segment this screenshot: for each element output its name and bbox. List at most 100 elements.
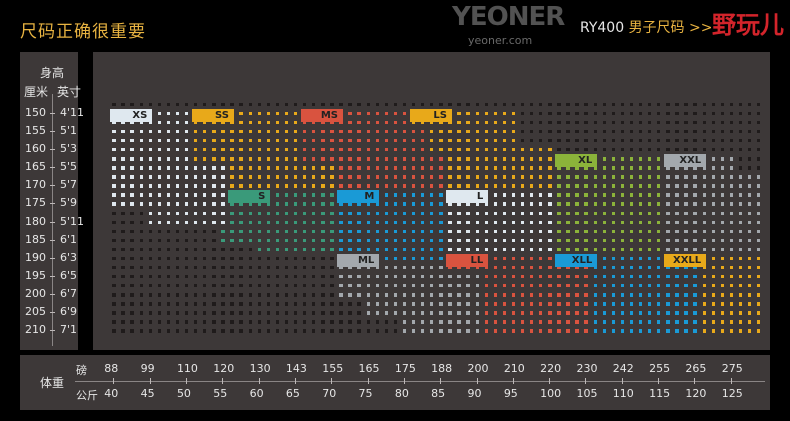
dot-cell-s bbox=[321, 229, 325, 234]
dot-cell-xll bbox=[602, 302, 606, 306]
dot-cell-empty bbox=[212, 247, 216, 252]
weight-lb-label: 143 bbox=[285, 362, 307, 375]
dot-cell-ms bbox=[375, 166, 379, 170]
dot-cell-ml bbox=[448, 284, 452, 288]
dot-cell-ss bbox=[275, 148, 280, 152]
dot-cell-xs bbox=[112, 202, 116, 206]
dot-cell-empty bbox=[139, 256, 143, 261]
height-tick bbox=[50, 167, 55, 169]
dot-cell-ls bbox=[439, 138, 443, 143]
dot-cell-empty bbox=[357, 329, 361, 333]
dot-cell-ll bbox=[493, 265, 498, 270]
dot-cell-ml bbox=[466, 329, 470, 333]
dot-cell-m bbox=[348, 238, 352, 243]
dot-cell-ll bbox=[502, 293, 507, 297]
dot-cell-empty bbox=[729, 111, 734, 116]
dot-cell-xs bbox=[157, 157, 162, 161]
dot-cell-ms bbox=[366, 120, 370, 125]
dot-cell-empty bbox=[548, 102, 552, 107]
dot-cell-s bbox=[293, 247, 298, 252]
dot-cell-xxl bbox=[711, 175, 715, 179]
dot-cell-empty bbox=[121, 320, 125, 324]
dot-cell-empty bbox=[747, 129, 752, 134]
dot-cell-empty bbox=[348, 302, 352, 306]
dot-cell-ll bbox=[484, 320, 488, 324]
dot-cell-ml bbox=[430, 275, 434, 279]
dot-cell-empty bbox=[212, 275, 216, 279]
dot-cell-empty bbox=[248, 302, 252, 306]
size-label-xll: XLL bbox=[555, 253, 598, 267]
dot-cell-s bbox=[230, 229, 234, 234]
dot-cell-ls bbox=[466, 157, 470, 161]
dot-cell-empty bbox=[602, 102, 606, 107]
dot-cell-m bbox=[393, 193, 398, 197]
dot-cell-xs bbox=[184, 211, 189, 215]
dot-cell-empty bbox=[139, 102, 143, 107]
dot-cell-empty bbox=[684, 111, 688, 116]
dot-cell-ll bbox=[493, 302, 498, 306]
dot-cell-m bbox=[348, 247, 352, 252]
dot-cell-ll bbox=[529, 311, 534, 315]
dot-cell-xll bbox=[675, 320, 679, 324]
height-cm-label: 200 bbox=[25, 287, 46, 301]
dot-cell-ml bbox=[384, 302, 389, 306]
dot-cell-xs bbox=[112, 175, 116, 179]
weight-kg-label: 70 bbox=[322, 387, 337, 400]
dot-cell-l bbox=[548, 229, 552, 234]
dot-cell-l bbox=[484, 238, 488, 243]
dot-cell-empty bbox=[175, 293, 180, 297]
dot-cell-empty bbox=[330, 256, 334, 261]
dot-cell-ms bbox=[357, 148, 361, 152]
dot-cell-ss bbox=[330, 166, 334, 170]
dot-cell-xl bbox=[638, 238, 643, 243]
dot-cell-empty bbox=[239, 302, 243, 306]
dot-cell-l bbox=[502, 229, 507, 234]
dot-cell-empty bbox=[175, 102, 180, 107]
dot-cell-empty bbox=[620, 148, 625, 152]
weight-tick bbox=[185, 378, 187, 384]
dot-cell-ss bbox=[321, 166, 325, 170]
dot-cell-empty bbox=[130, 275, 134, 279]
dot-cell-empty bbox=[230, 247, 234, 252]
size-label-ms: MS bbox=[300, 108, 343, 122]
dot-cell-empty bbox=[184, 320, 189, 324]
weight-tick bbox=[549, 378, 551, 384]
dot-cell-empty bbox=[693, 148, 697, 152]
dot-cell-xl bbox=[620, 157, 625, 161]
dot-cell-s bbox=[312, 211, 316, 215]
dot-cell-s bbox=[239, 220, 243, 224]
dot-cell-xxl bbox=[693, 247, 697, 252]
dot-cell-ll bbox=[539, 275, 543, 279]
dot-cell-empty bbox=[593, 129, 597, 134]
dot-cell-empty bbox=[302, 302, 307, 306]
dot-cell-empty bbox=[184, 265, 189, 270]
dot-cell-ml bbox=[339, 275, 343, 279]
dot-cell-xs bbox=[166, 157, 171, 161]
dot-cell-xl bbox=[557, 238, 561, 243]
dot-cell-xl bbox=[620, 238, 625, 243]
dot-cell-ll bbox=[529, 265, 534, 270]
dot-cell-xll bbox=[629, 311, 634, 315]
height-tick bbox=[50, 257, 55, 259]
dot-cell-empty bbox=[148, 329, 152, 333]
dot-cell-empty bbox=[548, 111, 552, 116]
dot-cell-ml bbox=[439, 302, 443, 306]
dot-cell-xll bbox=[675, 311, 679, 315]
dot-cell-empty bbox=[184, 284, 189, 288]
dot-cell-empty bbox=[203, 302, 207, 306]
height-inch-label: 6'3 bbox=[60, 250, 78, 264]
dot-cell-ll bbox=[529, 275, 534, 279]
dot-cell-l bbox=[539, 229, 543, 234]
dot-cell-ss bbox=[284, 111, 289, 116]
dot-cell-xs bbox=[166, 148, 171, 152]
dot-cell-l bbox=[520, 211, 525, 215]
dot-cell-ls bbox=[502, 166, 507, 170]
dot-cell-ml bbox=[348, 284, 352, 288]
dot-cell-ls bbox=[511, 129, 516, 134]
dot-cell-empty bbox=[293, 320, 298, 324]
dot-cell-l bbox=[457, 238, 461, 243]
dot-cell-ml bbox=[339, 265, 343, 270]
dot-cell-xxll bbox=[711, 302, 715, 306]
height-inch-label: 6'5 bbox=[60, 269, 78, 283]
dot-cell-ss bbox=[293, 120, 298, 125]
